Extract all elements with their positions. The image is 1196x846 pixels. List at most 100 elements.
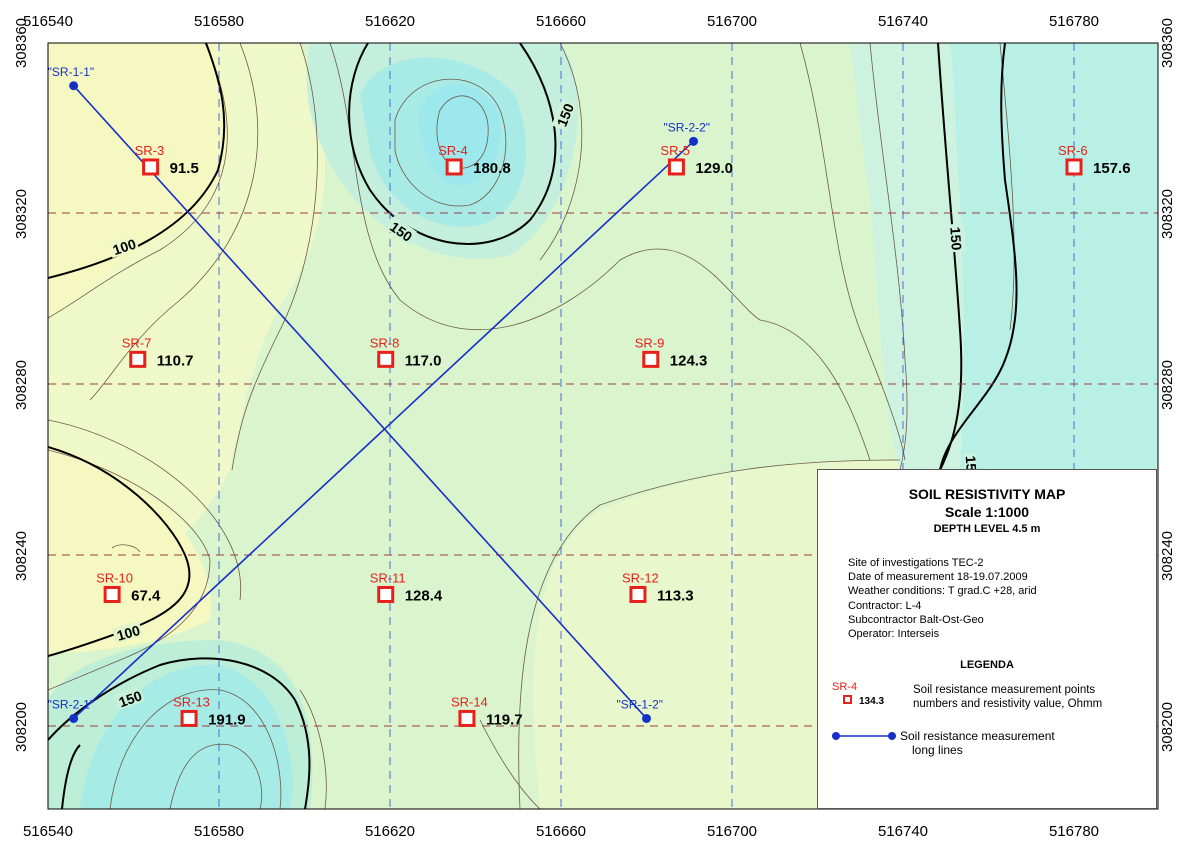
legend-sample-id: SR-4 [832, 681, 857, 693]
depth-level: DEPTH LEVEL 4.5 m [933, 523, 1041, 535]
legend-line-dot [832, 732, 840, 740]
point-id: SR-14 [451, 694, 488, 709]
site-text: Site of investigations TEC-2 [848, 557, 984, 569]
axis-ticks: 516540 516540 516580 516580 516620 516620 5166… [13, 13, 1176, 840]
point-marker [180, 709, 198, 727]
y-tick-left: 308200 [13, 702, 30, 752]
map-frame [47, 42, 1159, 810]
point-id: SR-11 [370, 570, 406, 585]
subcontractor-text: Subcontractor Balt-Ost-Geo [848, 613, 984, 626]
legend-heading: LEGENDA [960, 659, 1014, 671]
x-tick-bottom: 516540 [23, 823, 73, 840]
point-marker [667, 158, 685, 176]
point-marker [445, 158, 463, 176]
x-tick-bottom: 516660 [536, 823, 586, 840]
point-value: 157.6 [1093, 160, 1131, 177]
y-tick-left: 308240 [13, 531, 30, 581]
point-value: 119.7 [486, 711, 523, 728]
point-marker [377, 350, 395, 368]
legend-points-desc: Soil resistance measurement points numbe… [913, 683, 1102, 711]
y-tick-right: 308280 [1159, 360, 1176, 410]
point-value: 117.0 [405, 352, 442, 369]
measurement-point: SR-8 117.0 [370, 335, 442, 369]
x-tick-bottom: 516780 [1049, 823, 1099, 840]
x-tick-bottom: 516700 [707, 823, 757, 840]
measurement-point: SR-3 91.5 [135, 143, 199, 177]
legend-symbols: SR-4 134.3 [832, 681, 896, 740]
point-value: 129.0 [695, 160, 733, 177]
point-value: 191.9 [208, 711, 246, 728]
date-text: Date of measurement 18-19.07.2009 [848, 571, 1028, 584]
y-tick-left: 308280 [13, 360, 30, 410]
x-tick-bottom: 516620 [365, 823, 415, 840]
legend-panel: SOIL RESISTIVITY MAP Scale 1:1000 DEPTH … [817, 469, 1157, 809]
major-contours [48, 43, 1018, 809]
line-start-label: "SR-1-1" [48, 65, 95, 79]
measurement-point: SR-11 128.4 [370, 570, 443, 604]
point-marker [629, 585, 647, 603]
legend-lines-desc: Soil resistance measurement long lines [900, 729, 1055, 757]
y-tick-left: 308360 [13, 18, 30, 68]
x-tick-bottom: 516740 [878, 823, 928, 840]
x-tick-bottom: 516580 [194, 823, 244, 840]
point-id: SR-8 [370, 335, 400, 350]
minor-contours [48, 43, 1015, 809]
measurement-point: SR-13 191.9 [173, 694, 246, 728]
legend-sample-value: 134.3 [859, 696, 884, 707]
line-endpoint-dot [69, 81, 79, 91]
line-end-label: "SR-1-2" [617, 697, 664, 711]
legend-lines-line2: long lines [912, 743, 963, 757]
point-marker [458, 709, 476, 727]
line-endpoint-dot [69, 713, 79, 723]
point-value: 113.3 [657, 587, 694, 604]
measurement-point: SR-4 180.8 [438, 143, 511, 177]
measurement-point: SR-7 110.7 [122, 335, 194, 369]
x-tick-top: 516660 [536, 13, 586, 30]
line-endpoint-dot [642, 713, 651, 723]
x-tick-top: 516780 [1049, 13, 1099, 30]
point-marker [129, 350, 147, 368]
point-marker [377, 585, 395, 603]
y-tick-right: 308240 [1159, 531, 1176, 581]
line-end-label: "SR-2-2" [664, 120, 711, 134]
legend-point-marker [843, 695, 852, 704]
x-tick-top: 516700 [707, 13, 757, 30]
point-value: 91.5 [170, 160, 199, 177]
point-id: SR-3 [135, 143, 165, 158]
point-id: SR-4 [438, 143, 468, 158]
point-id: SR-5 [660, 143, 690, 158]
measurement-point: SR-6 157.6 [1058, 143, 1131, 177]
resistivity-fill [48, 43, 1158, 809]
point-id: SR-10 [96, 570, 133, 585]
point-value: 180.8 [473, 160, 511, 177]
point-value: 128.4 [405, 587, 443, 604]
y-tick-right: 308200 [1159, 702, 1176, 752]
point-id: SR-6 [1058, 143, 1088, 158]
x-tick-top: 516580 [194, 13, 244, 30]
weather-text: Weather conditions: T grad.C +28, arid [848, 585, 1037, 598]
measurement-point: SR-10 67.4 [96, 570, 161, 604]
x-tick-top: 516540 [23, 13, 73, 30]
x-tick-top: 516620 [365, 13, 415, 30]
map-scale: Scale 1:1000 [944, 504, 1030, 520]
operator-text: Operator: Interseis [848, 628, 940, 641]
point-marker [142, 158, 160, 176]
y-tick-left: 308320 [13, 189, 30, 239]
point-value: 124.3 [670, 352, 708, 369]
point-value: 110.7 [157, 352, 194, 369]
measurement-point: SR-5 129.0 [660, 143, 733, 177]
point-marker [1065, 158, 1083, 176]
measurement-lines: "SR-1-1" "SR-1-2" "SR-2-1" "SR-2-2" [48, 65, 710, 723]
measurement-points: SR-3 91.5 SR-4 180.8 SR-5 129.0 SR-6 157.6 SR-7 1… [96, 143, 1130, 728]
measurement-point: SR-9 124.3 [635, 335, 708, 369]
contractor-text: Contractor: L-4 [848, 599, 922, 612]
measurement-line [73, 85, 648, 719]
point-value: 67.4 [131, 587, 161, 604]
point-id: SR-13 [173, 694, 210, 709]
line-endpoint-dot [689, 136, 699, 146]
point-id: SR-9 [635, 335, 665, 350]
map-title: SOIL RESISTIVITY MAP [908, 486, 1066, 502]
point-id: SR-12 [622, 570, 659, 585]
contour-label: 100 [115, 622, 142, 644]
contour-label: 150 [947, 226, 965, 251]
